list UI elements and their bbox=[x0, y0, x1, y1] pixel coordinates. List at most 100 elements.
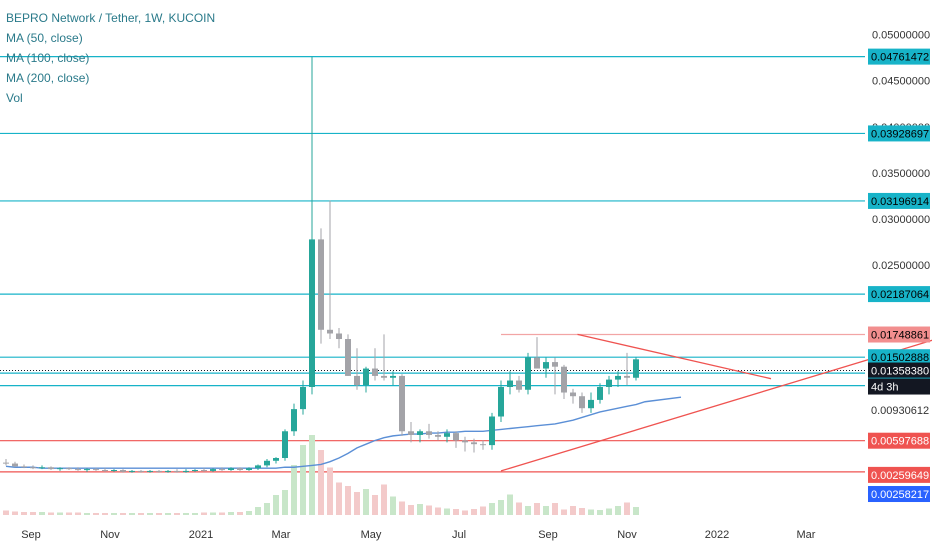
volume-legend[interactable]: Vol bbox=[6, 91, 23, 105]
ascending-trendline bbox=[500, 339, 932, 472]
candle-body bbox=[426, 431, 432, 435]
countdown-badge bbox=[868, 378, 930, 395]
volume-bar bbox=[12, 511, 18, 515]
ma200-legend[interactable]: MA (200, close) bbox=[6, 71, 90, 85]
candle-body bbox=[552, 362, 558, 367]
candle-body bbox=[201, 470, 207, 472]
candle-body bbox=[318, 239, 324, 330]
candle-body bbox=[516, 380, 522, 390]
candle-body bbox=[273, 458, 279, 461]
volume-bar bbox=[228, 512, 234, 515]
symbol-title[interactable]: BEPRO Network / Tether, 1W, KUCOIN bbox=[6, 11, 216, 25]
volume-bar bbox=[516, 502, 522, 515]
candle-body bbox=[462, 440, 468, 443]
candle-body bbox=[336, 333, 342, 340]
volume-bar bbox=[606, 508, 612, 515]
candle-body bbox=[66, 468, 72, 470]
price-badge-label: 0.02187064 bbox=[871, 289, 929, 301]
volume-bar bbox=[39, 512, 45, 515]
volume-bar bbox=[3, 510, 9, 515]
price-badge bbox=[868, 349, 930, 366]
candle-body bbox=[12, 463, 18, 467]
candle-body bbox=[381, 375, 387, 378]
candle-body bbox=[588, 399, 594, 409]
volume-bar bbox=[183, 513, 189, 515]
volume-bar bbox=[120, 513, 126, 515]
price-badge bbox=[868, 486, 930, 503]
candle-body bbox=[633, 359, 639, 378]
volume-bar bbox=[390, 496, 396, 515]
volume-bar bbox=[354, 492, 360, 515]
volume-bar bbox=[273, 495, 279, 515]
candle-body bbox=[480, 444, 486, 446]
time-tick-label: Sep bbox=[21, 529, 41, 541]
volume-bar bbox=[192, 513, 198, 515]
volume-bar bbox=[255, 507, 261, 515]
candle-body bbox=[489, 416, 495, 446]
ma-line bbox=[5, 396, 682, 469]
volume-bar bbox=[174, 513, 180, 515]
price-axis[interactable]: 0.050000000.045000000.040000000.03500000… bbox=[868, 30, 930, 503]
price-badge-label: 0.01748861 bbox=[871, 330, 929, 342]
price-badge-label: 0.00597688 bbox=[871, 436, 929, 448]
descending-trendline bbox=[577, 333, 772, 380]
volume-bar bbox=[75, 512, 81, 515]
ma100-legend[interactable]: MA (100, close) bbox=[6, 51, 90, 65]
chart-legend: BEPRO Network / Tether, 1W, KUCOIN MA (5… bbox=[6, 8, 215, 108]
time-tick-label: May bbox=[361, 529, 382, 541]
candle-body bbox=[246, 468, 252, 471]
candle-body bbox=[327, 329, 333, 334]
candle-body bbox=[39, 467, 45, 469]
candle-body bbox=[606, 379, 612, 387]
volume-bar bbox=[597, 510, 603, 515]
price-badge-label: 0.01358380 bbox=[871, 366, 929, 378]
candle-body bbox=[30, 467, 36, 469]
candle-body bbox=[84, 469, 90, 471]
time-axis[interactable]: Sep Nov 2021 Mar May Jul Sep Nov 2022 Mar bbox=[21, 529, 816, 541]
volume-bar bbox=[57, 512, 63, 515]
volume-bar bbox=[462, 510, 468, 515]
price-badge-label: 0.00258217 bbox=[871, 489, 929, 501]
volume-bar bbox=[345, 486, 351, 515]
time-tick-label: Mar bbox=[797, 529, 816, 541]
volume-bar bbox=[534, 503, 540, 515]
volume-bar bbox=[417, 504, 423, 515]
volume-bar bbox=[588, 509, 594, 515]
volume-bar bbox=[309, 435, 315, 515]
volume-bar bbox=[507, 494, 513, 515]
volume-bar bbox=[291, 465, 297, 515]
volume-bar bbox=[363, 489, 369, 515]
candle-body bbox=[120, 470, 126, 472]
candles-layer bbox=[3, 56, 639, 473]
candle-body bbox=[210, 469, 216, 471]
time-tick-label: Nov bbox=[617, 529, 637, 541]
volume-bar bbox=[453, 509, 459, 515]
candle-body bbox=[174, 470, 180, 472]
price-badge bbox=[868, 466, 930, 483]
volume-bar bbox=[165, 513, 171, 515]
ma50-legend[interactable]: MA (50, close) bbox=[6, 31, 83, 45]
volume-bar bbox=[633, 507, 639, 515]
candle-body bbox=[444, 433, 450, 437]
time-tick-label: 2021 bbox=[189, 529, 213, 541]
time-tick-label: Jul bbox=[452, 529, 466, 541]
volume-bar bbox=[498, 500, 504, 515]
candle-body bbox=[138, 470, 144, 472]
candle-body bbox=[453, 433, 459, 441]
candle-body bbox=[507, 380, 513, 387]
volume-bar bbox=[111, 513, 117, 515]
volume-bar bbox=[264, 503, 270, 515]
candle-body bbox=[435, 434, 441, 437]
candle-body bbox=[192, 470, 198, 472]
candle-body bbox=[3, 462, 9, 464]
volume-bar bbox=[336, 482, 342, 515]
price-badge-label: 0.00930612 bbox=[871, 405, 929, 417]
candle-body bbox=[498, 386, 504, 417]
candle-body bbox=[372, 368, 378, 376]
volume-bar bbox=[210, 512, 216, 515]
candle-body bbox=[579, 396, 585, 409]
candle-body bbox=[102, 470, 108, 472]
price-badge bbox=[868, 362, 930, 379]
candle-body bbox=[156, 470, 162, 472]
